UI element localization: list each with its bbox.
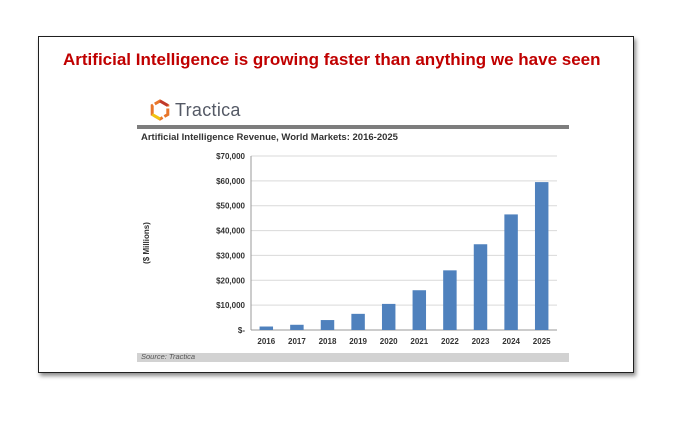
tractica-hexagon-icon <box>150 99 170 121</box>
bar <box>320 320 335 330</box>
bar-chart: $- $10,000 $20,000 $30,000 $40,000 $50,000 $60… <box>142 152 557 346</box>
bar <box>412 290 427 330</box>
x-tick-label: 2023 <box>472 337 490 346</box>
slide-headline: Artificial Intelligence is growing faste… <box>63 50 601 69</box>
logo-text: Tractica <box>175 99 241 120</box>
bar <box>259 326 274 330</box>
y-tick-label: $40,000 <box>216 227 245 236</box>
bar <box>290 324 304 330</box>
bar <box>504 214 518 330</box>
y-tick-label: $60,000 <box>216 177 245 186</box>
y-tick-label: $10,000 <box>216 301 245 310</box>
bar <box>473 244 488 330</box>
slide: Artificial Intelligence is growing faste… <box>38 36 634 373</box>
x-tick-label: 2024 <box>502 337 520 346</box>
x-tick-label: 2025 <box>533 337 551 346</box>
bar <box>534 182 549 330</box>
y-tick-label: $20,000 <box>216 276 245 285</box>
source-text: Source: Tractica <box>141 352 196 361</box>
source-bar: Source: Tractica <box>137 352 569 362</box>
bar <box>351 313 365 330</box>
bar <box>443 270 457 330</box>
x-tick-label: 2021 <box>410 337 428 346</box>
header-rule <box>137 125 569 129</box>
y-tick-label: $30,000 <box>216 251 245 260</box>
x-tick-label: 2018 <box>319 337 337 346</box>
bar <box>381 303 396 330</box>
x-tick-label: 2020 <box>380 337 398 346</box>
tractica-logo: Tractica <box>149 99 241 121</box>
y-tick-label: $70,000 <box>216 152 245 161</box>
x-tick-label: 2017 <box>288 337 306 346</box>
x-tick-label: 2022 <box>441 337 459 346</box>
y-axis-title: ($ Millions) <box>142 222 151 264</box>
chart-title: Artificial Intelligence Revenue, World M… <box>141 132 398 143</box>
y-tick-label: $- <box>238 326 245 335</box>
x-tick-label: 2016 <box>257 337 275 346</box>
x-tick-label: 2019 <box>349 337 367 346</box>
y-tick-label: $50,000 <box>216 202 245 211</box>
